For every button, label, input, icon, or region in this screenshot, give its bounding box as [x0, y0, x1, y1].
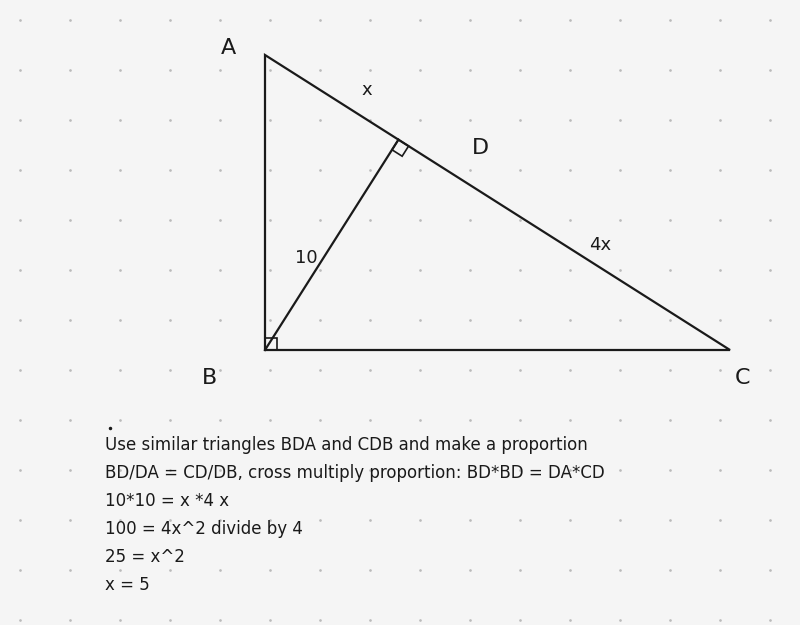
- Text: Use similar triangles BDA and CDB and make a proportion: Use similar triangles BDA and CDB and ma…: [105, 436, 588, 454]
- Text: 100 = 4x^2 divide by 4: 100 = 4x^2 divide by 4: [105, 520, 303, 538]
- Text: A: A: [220, 38, 236, 58]
- Text: D: D: [471, 138, 489, 158]
- Text: 25 = x^2: 25 = x^2: [105, 548, 185, 566]
- Text: C: C: [734, 368, 750, 388]
- Text: x = 5: x = 5: [105, 576, 150, 594]
- Text: 10: 10: [294, 249, 318, 267]
- Text: 10*10 = x *4 x: 10*10 = x *4 x: [105, 492, 229, 510]
- Text: x: x: [362, 81, 372, 99]
- Text: BD/DA = CD/DB, cross multiply proportion: BD*BD = DA*CD: BD/DA = CD/DB, cross multiply proportion…: [105, 464, 605, 482]
- Text: 4x: 4x: [589, 236, 611, 254]
- Text: B: B: [202, 368, 218, 388]
